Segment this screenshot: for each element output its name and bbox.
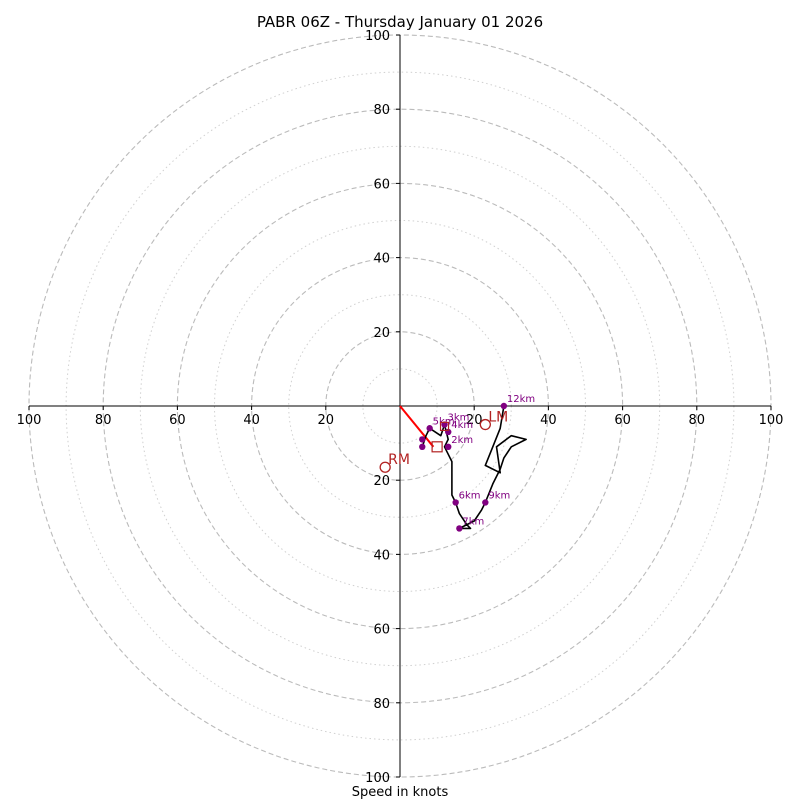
height-level-label: 12km xyxy=(507,394,535,405)
x-tick-label: 40 xyxy=(540,413,557,428)
x-tick-labels: 100 80 60 40 20 20 40 60 80 100 xyxy=(17,406,784,428)
x-tick-label: 80 xyxy=(95,413,112,428)
y-tick-label: 40 xyxy=(373,252,390,267)
shear-marker xyxy=(439,421,450,432)
storm-relative-vector xyxy=(399,405,435,448)
height-level-point xyxy=(419,443,426,451)
height-level-point xyxy=(482,499,489,506)
right-mover-label: RM xyxy=(388,452,410,468)
y-tick-label: 80 xyxy=(373,697,390,712)
height-level-label: 9km xyxy=(488,490,510,501)
height-levels: 5km3km4km2km6km7km9km12km xyxy=(419,394,535,532)
storm-relative-vector-group xyxy=(399,405,435,448)
y-tick-label: 20 xyxy=(373,474,390,489)
x-tick-label: 20 xyxy=(318,413,335,428)
x-tick-label: 60 xyxy=(614,413,631,428)
y-tick-label: 100 xyxy=(365,29,390,44)
height-level-label: 2km xyxy=(451,435,473,446)
height-level-point xyxy=(419,436,426,443)
x-tick-label: 100 xyxy=(17,413,42,428)
y-tick-label: 20 xyxy=(373,326,390,341)
y-tick-label: 60 xyxy=(373,623,390,638)
height-level-label: 3km xyxy=(448,413,470,424)
height-level-point xyxy=(456,525,463,532)
height-level-point xyxy=(426,425,433,432)
x-tick-label: 40 xyxy=(243,413,260,428)
x-tick-label: 100 xyxy=(759,413,784,428)
height-level-point xyxy=(445,443,452,451)
chart-title: PABR 06Z - Thursday January 01 2026 xyxy=(257,13,543,31)
height-level-label: 7km xyxy=(462,516,484,527)
height-level-point xyxy=(452,499,459,506)
y-tick-label: 60 xyxy=(373,177,390,192)
height-level-label: 4km xyxy=(451,420,473,431)
y-tick-label: 100 xyxy=(365,771,390,786)
height-level-label: 6km xyxy=(459,490,481,501)
x-tick-label: 20 xyxy=(466,413,483,428)
y-tick-labels: 100 80 60 40 20 20 40 60 80 100 xyxy=(365,29,400,786)
left-mover-marker xyxy=(479,418,491,431)
x-axis-label: Speed in knots xyxy=(352,785,449,800)
y-tick-label: 80 xyxy=(373,103,390,118)
right-mover-marker xyxy=(379,461,391,473)
x-tick-label: 60 xyxy=(169,413,186,428)
mean-wind-marker xyxy=(431,441,443,453)
height-level-point xyxy=(500,402,508,410)
y-tick-label: 40 xyxy=(373,548,390,563)
x-tick-label: 80 xyxy=(689,413,706,428)
storm-motion-markers: RM LM xyxy=(379,410,508,473)
left-mover-label: LM xyxy=(488,410,508,426)
